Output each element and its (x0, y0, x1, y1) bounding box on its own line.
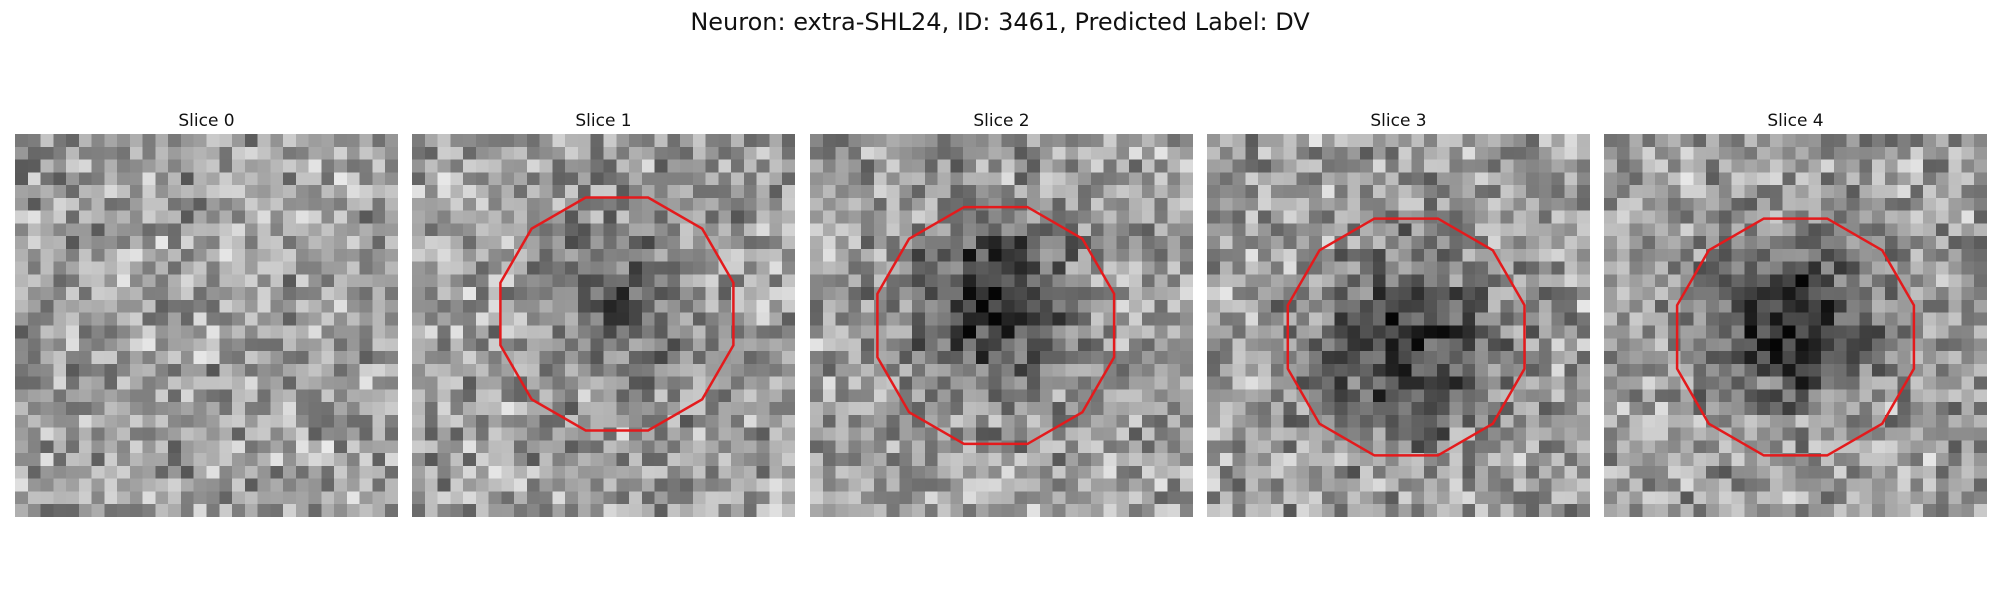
roi-overlay (499, 196, 735, 432)
slice-title: Slice 4 (1767, 111, 1824, 131)
slice-panel: Slice 1 (412, 108, 795, 517)
slice-image (810, 134, 1193, 517)
slice-title: Slice 0 (178, 111, 235, 131)
slice-panel: Slice 3 (1207, 108, 1590, 517)
slice-panel: Slice 0 (15, 108, 398, 517)
roi-outline (1286, 217, 1526, 457)
roi-overlay (1675, 217, 1916, 457)
slice-panel: Slice 4 (1604, 108, 1987, 517)
slice-title: Slice 1 (575, 111, 632, 131)
slice-title: Slice 3 (1370, 111, 1427, 131)
figure-title: Neuron: extra-SHL24, ID: 3461, Predicted… (690, 8, 1310, 36)
slice-image (1604, 134, 1987, 517)
roi-outline (1675, 217, 1916, 457)
slice-image (1207, 134, 1590, 517)
slice-image (15, 134, 398, 517)
roi-outline (876, 205, 1116, 446)
roi-outline (499, 196, 735, 432)
roi-overlay (876, 205, 1116, 446)
roi-overlay (1286, 217, 1526, 457)
slice-panel: Slice 2 (810, 108, 1193, 517)
slice-title: Slice 2 (973, 111, 1030, 131)
